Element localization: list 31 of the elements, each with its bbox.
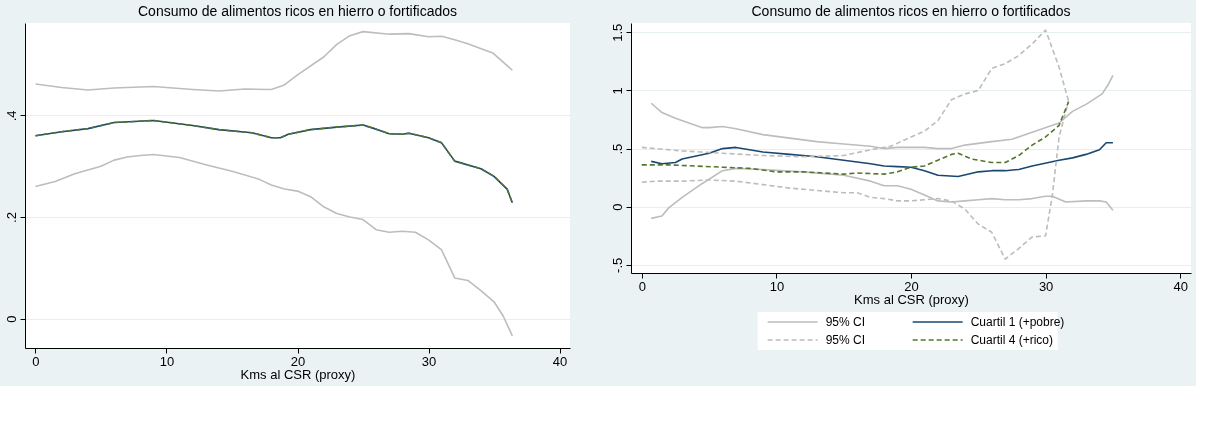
chart-title: Consumo de alimentos ricos en hierro o fortificados [751, 3, 1071, 19]
x-tick-label: 20 [290, 353, 306, 369]
x-tick-label: 40 [552, 353, 568, 369]
x-tick-label: 0 [32, 353, 40, 369]
x-tick-label: 10 [769, 278, 785, 294]
x-tick-label: 30 [1038, 278, 1054, 294]
y-tick-label: 0 [609, 203, 625, 211]
x-tick-label: 40 [1173, 278, 1188, 294]
legend-label: Cuartil 1 (+pobre) [970, 315, 1065, 329]
y-tick-label: 1.5 [609, 23, 625, 42]
x-tick-label: 10 [159, 353, 175, 369]
y-tick-label: -.5 [609, 257, 625, 273]
y-tick-label: .5 [609, 143, 625, 155]
x-axis-title: Kms al CSR (proxy) [240, 366, 356, 382]
chart-title: Consumo de alimentos ricos en hierro o fortificados [137, 3, 458, 19]
legend-label: Cuartil 4 (+rico) [970, 333, 1053, 347]
y-tick-label: .2 [3, 212, 19, 223]
legend-label: 95% CI [825, 333, 865, 347]
x-tick-label: 30 [421, 353, 437, 369]
line-series [34, 30, 514, 92]
y-tick-label: 0 [3, 315, 19, 323]
legend-label: 95% CI [825, 315, 865, 329]
y-tick-label: 1 [609, 87, 625, 95]
line-series [34, 153, 514, 337]
x-axis-title: Kms al CSR (proxy) [854, 291, 969, 307]
x-tick-label: 0 [638, 278, 646, 294]
y-tick-label: .4 [3, 110, 19, 122]
line-series [34, 119, 514, 204]
line-series [650, 141, 1114, 178]
line-series [640, 101, 1070, 175]
x-tick-label: 20 [904, 278, 919, 294]
